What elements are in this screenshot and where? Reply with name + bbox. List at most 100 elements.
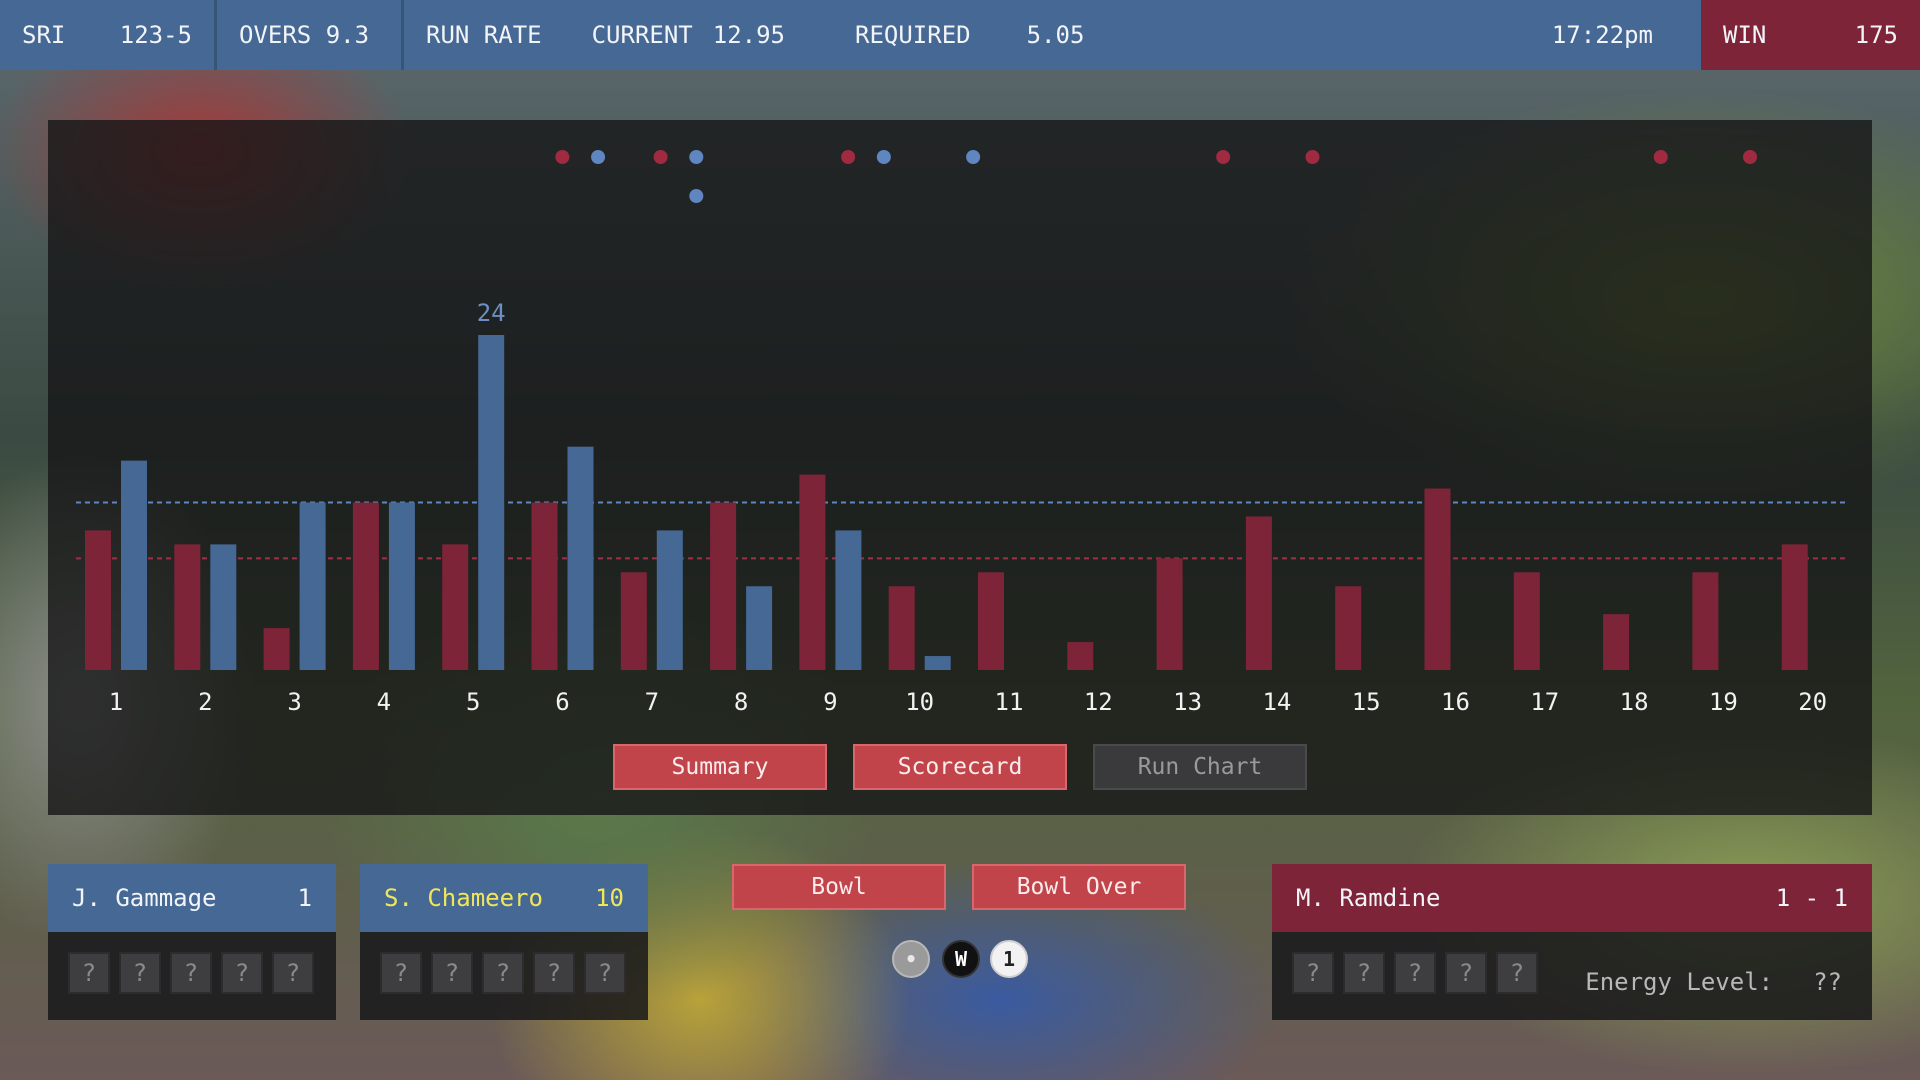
team-score: SRI 123-5 [0,0,217,70]
recent-ball-run: 1 [990,940,1028,978]
current-rate: 12.95 [712,21,785,49]
bar-maroon [1692,572,1719,670]
bowl-button[interactable]: Bowl [732,864,946,910]
bar-maroon [620,572,647,670]
batsman-card-1: J. Gammage 1 ? ? ? ? ? [48,864,336,1020]
stat-box: ? [68,952,110,994]
wicket-marker [689,150,704,164]
max-value-label: 24 [477,299,506,327]
batsman-header: J. Gammage 1 [48,864,336,932]
stat-box: ? [584,952,626,994]
stat-box: ? [1343,952,1385,994]
run-rate-label: RUN RATE [426,21,542,49]
bar-blue [121,460,147,670]
wicket-marker [1743,150,1758,164]
bar-blue [567,446,594,670]
bar-blue [210,544,237,670]
wicket-marker [966,150,981,164]
wicket-marker [1653,150,1668,164]
stat-box: ? [119,952,161,994]
over-tick-label: 8 [734,688,748,716]
bar-maroon [263,628,290,670]
stat-box: ? [170,952,212,994]
stat-box: ? [380,952,422,994]
bar-maroon [1603,614,1630,670]
team-score-value: 123-5 [119,21,192,49]
batsman-card-2: S. Chameero 10 ? ? ? ? ? [360,864,648,1020]
over-tick-label: 9 [823,688,837,716]
bar-blue [924,656,951,670]
tab-scorecard[interactable]: Scorecard [853,744,1067,790]
over-tick-label: 11 [995,688,1024,716]
tab-run-chart[interactable]: Run Chart [1093,744,1307,790]
bar-maroon [799,474,826,670]
batsman-stats: ? ? ? ? ? [48,932,336,994]
stat-box: ? [1445,952,1487,994]
clock: 17:22pm [1530,0,1701,70]
bar-maroon [1335,586,1362,670]
required-label: REQUIRED [855,21,971,49]
bar-maroon [1513,572,1540,670]
over-tick-label: 4 [377,688,391,716]
bar-blue [388,502,415,670]
batsman-header: S. Chameero 10 [360,864,648,932]
bowler-card: M. Ramdine 1 - 1 ? ? ? ? ? Energy Level:… [1272,864,1872,1020]
batsman-stats: ? ? ? ? ? [360,932,648,994]
over-tick-label: 18 [1620,688,1649,716]
overs-value: OVERS 9.3 [239,21,370,49]
wicket-marker [1305,150,1320,164]
bar-maroon [174,544,201,670]
bar-maroon [978,572,1004,670]
bowler-name: M. Ramdine [1296,884,1441,912]
energy-level: Energy Level: ?? [1585,968,1842,996]
wicket-marker [1216,150,1231,164]
over-tick-label: 15 [1352,688,1381,716]
over-tick-label: 16 [1441,688,1470,716]
over-tick-label: 19 [1709,688,1738,716]
recent-ball-dot: • [892,940,930,978]
batsman-name-striker: S. Chameero [384,884,543,912]
stat-box: ? [1496,952,1538,994]
bar-maroon [531,502,558,670]
bar-maroon [710,502,737,670]
bar-blue [656,530,683,670]
wicket-marker [876,150,891,164]
bar-blue [478,335,505,670]
over-tick-label: 6 [555,688,569,716]
win-label: WIN [1723,21,1767,49]
over-tick-label: 10 [905,688,934,716]
over-tick-label: 14 [1262,688,1291,716]
tab-summary[interactable]: Summary [613,744,827,790]
bowler-figures: 1 - 1 [1775,884,1848,912]
run-rate: RUN RATE CURRENT 12.95 REQUIRED 5.05 [404,0,1530,70]
over-tick-label: 20 [1798,688,1827,716]
bar-blue [746,586,773,670]
clock-time: 17:22pm [1551,21,1653,49]
over-tick-label: 13 [1173,688,1202,716]
bar-maroon [1424,488,1451,670]
bar-maroon [352,502,379,670]
wicket-marker [841,150,856,164]
over-tick-label: 12 [1084,688,1113,716]
energy-label: Energy Level: [1585,968,1774,996]
recent-ball-wicket: W [942,940,980,978]
scoreboard-bar: SRI 123-5 OVERS 9.3 RUN RATE CURRENT 12.… [0,0,1920,70]
stat-box: ? [1292,952,1334,994]
bar-blue [299,502,326,670]
stat-box: ? [431,952,473,994]
team-name: SRI [22,21,66,49]
bar-maroon [1245,516,1272,670]
batsman-name: J. Gammage [72,884,217,912]
current-label: CURRENT [591,21,693,49]
bowl-over-button[interactable]: Bowl Over [972,864,1186,910]
bar-maroon [1067,642,1094,670]
bar-maroon [85,530,111,670]
wicket-marker [555,150,570,164]
bar-blue [835,530,862,670]
stat-box: ? [221,952,263,994]
wicket-marker [689,189,704,203]
bar-maroon [442,544,469,670]
bowler-header: M. Ramdine 1 - 1 [1272,864,1872,932]
over-tick-label: 3 [287,688,301,716]
